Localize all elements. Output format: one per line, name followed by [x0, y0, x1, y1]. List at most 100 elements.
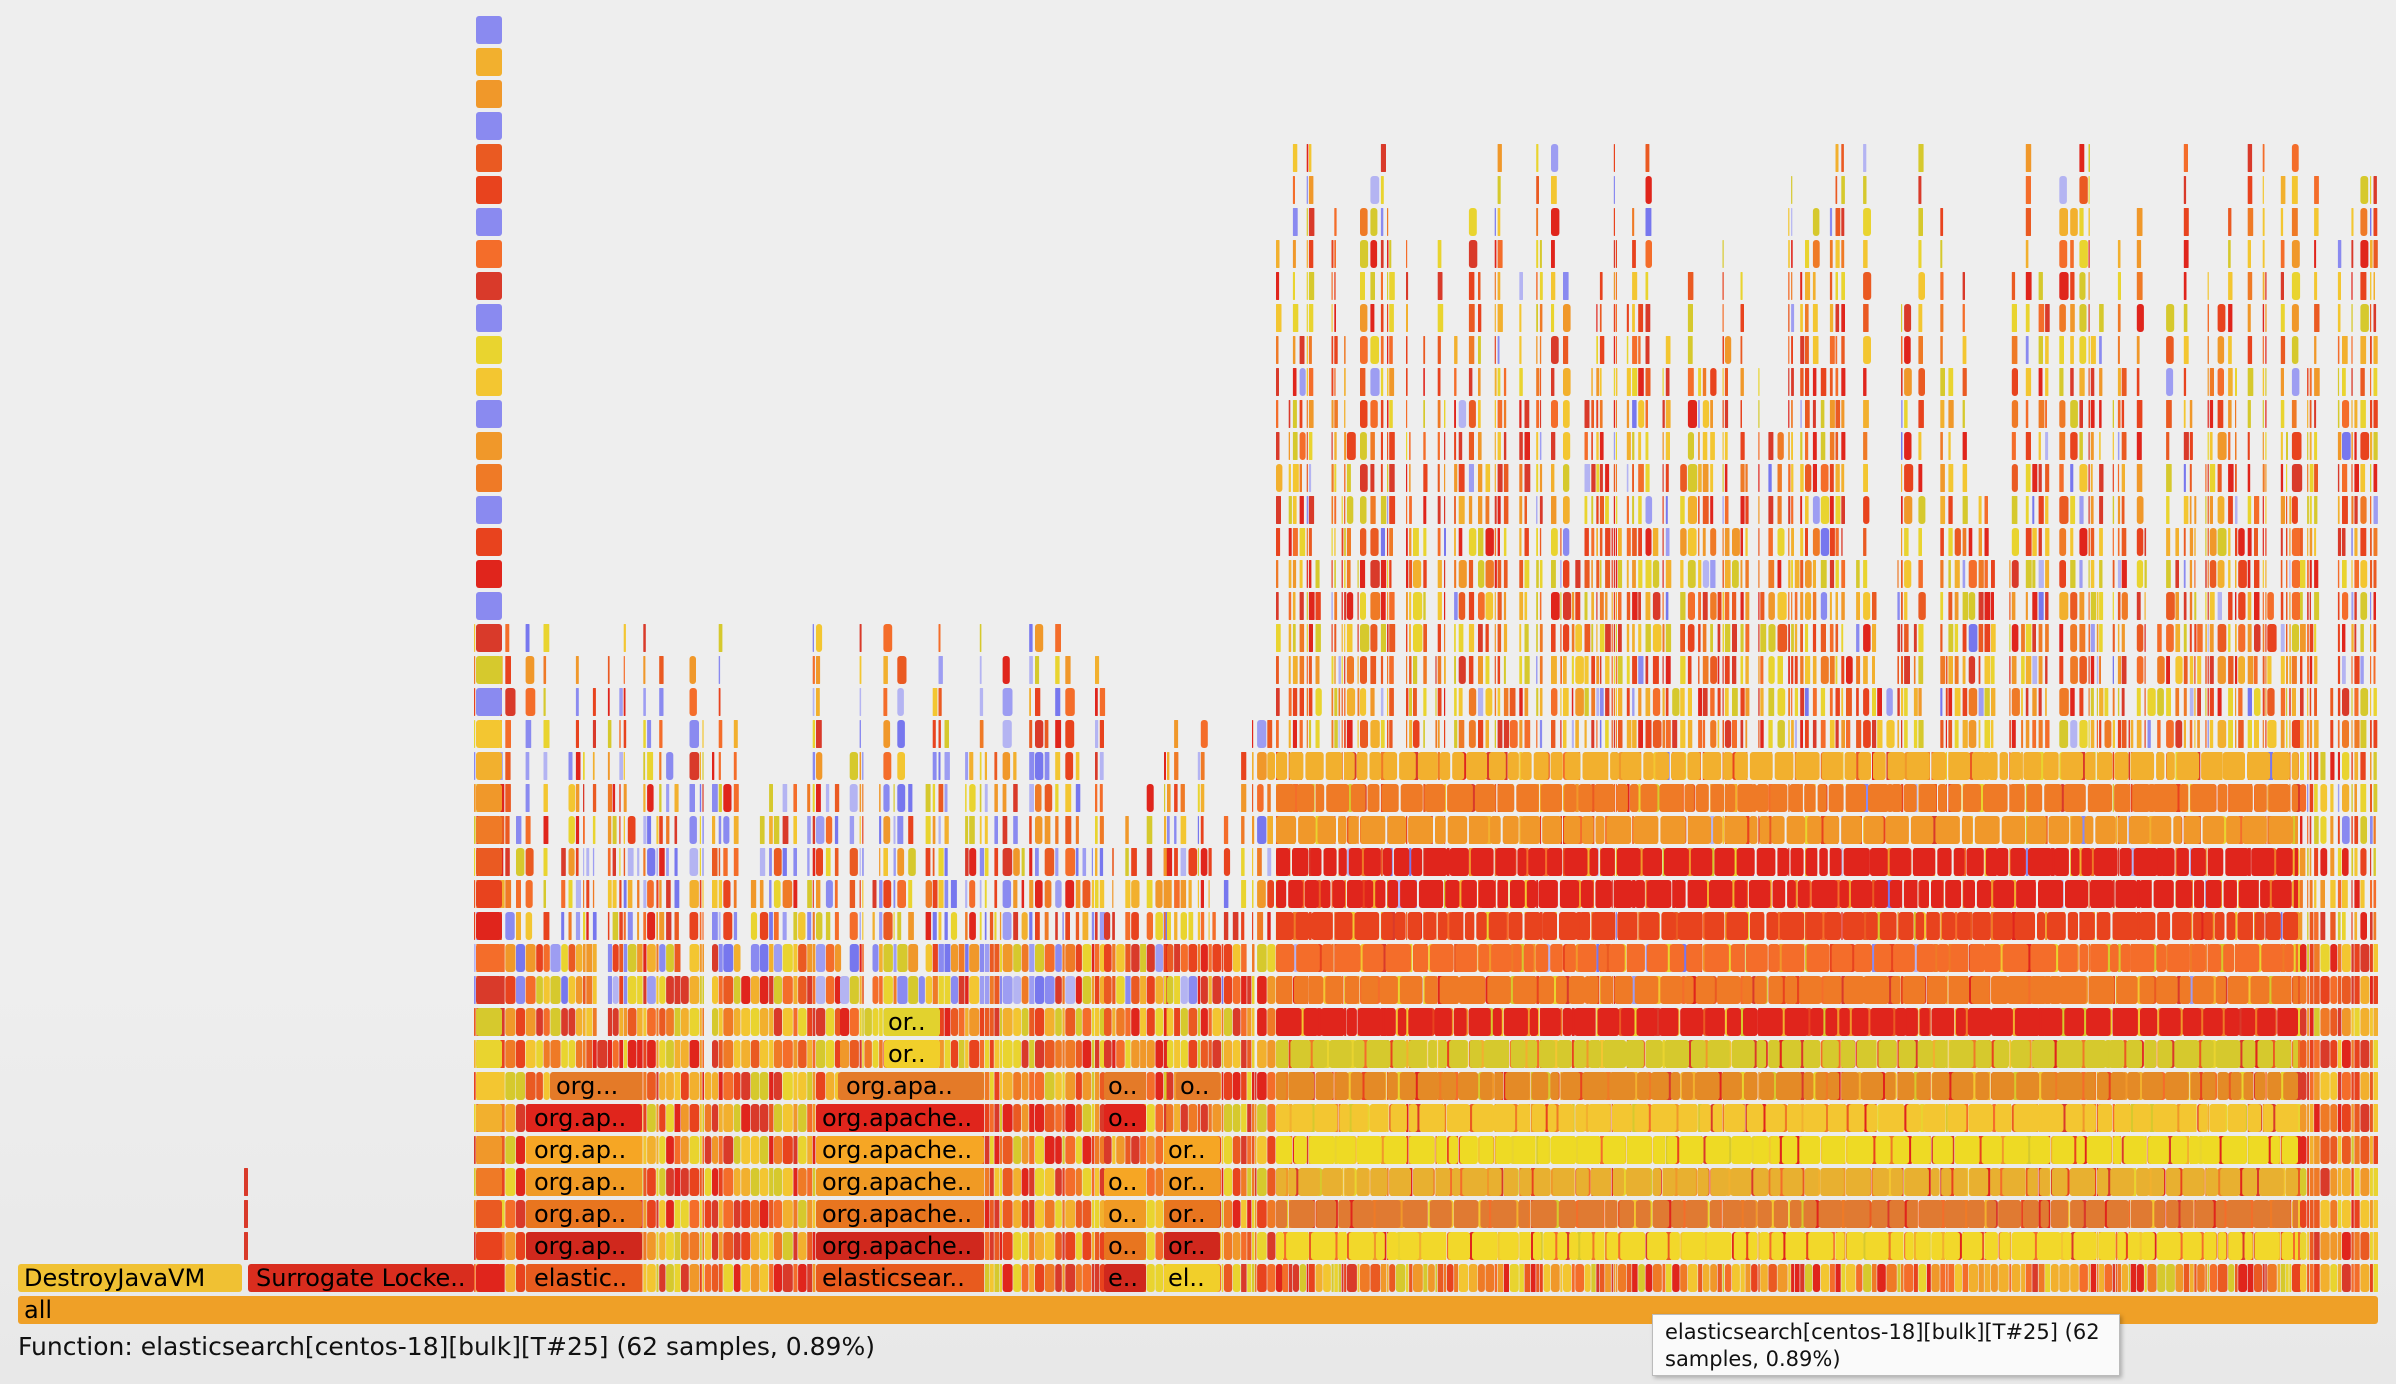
stack-frame[interactable]: [623, 656, 625, 684]
stack-frame[interactable]: [1002, 656, 1010, 684]
stack-frame[interactable]: [1200, 1040, 1208, 1068]
stack-frame[interactable]: [1409, 688, 1412, 716]
stack-frame[interactable]: [1698, 1264, 1703, 1292]
stack-frame[interactable]: [1615, 400, 1617, 428]
stack-frame[interactable]: [1478, 496, 1483, 524]
stack-frame[interactable]: [712, 1040, 719, 1068]
stack-frame[interactable]: [623, 912, 626, 940]
stack-frame[interactable]: [1174, 720, 1179, 748]
stack-frame[interactable]: [897, 656, 907, 684]
stack-frame[interactable]: [1437, 688, 1442, 716]
stack-frame[interactable]: [1454, 528, 1456, 556]
stack-frame[interactable]: [1444, 656, 1446, 684]
stack-frame[interactable]: [1223, 1104, 1233, 1132]
stack-frame[interactable]: [1717, 688, 1721, 716]
stack-frame[interactable]: [543, 784, 548, 812]
stack-frame[interactable]: [1596, 432, 1599, 460]
stack-frame[interactable]: [1613, 496, 1615, 524]
stack-frame[interactable]: [750, 1008, 760, 1036]
stack-frame[interactable]: [1013, 1264, 1021, 1292]
stack-frame[interactable]: [1444, 688, 1446, 716]
stack-frame[interactable]: [908, 912, 914, 940]
stack-frame[interactable]: [643, 1264, 647, 1292]
stack-frame[interactable]: [750, 1232, 760, 1260]
stack-frame[interactable]: [1626, 336, 1629, 364]
stack-frame[interactable]: [1812, 304, 1818, 332]
stack-frame[interactable]: [623, 816, 625, 844]
stack-frame[interactable]: [994, 1200, 1000, 1228]
stack-frame[interactable]: [1075, 816, 1079, 844]
stack-frame[interactable]: [1423, 1264, 1428, 1292]
stack-frame[interactable]: [723, 1264, 734, 1292]
stack-frame[interactable]: [1768, 720, 1773, 748]
stack-frame[interactable]: [1835, 176, 1838, 204]
stack-frame[interactable]: [1665, 528, 1670, 556]
stack-frame[interactable]: [1044, 912, 1049, 940]
stack-frame[interactable]: [1454, 432, 1457, 460]
stack-frame[interactable]: [908, 944, 919, 972]
stack-frame[interactable]: [1618, 592, 1622, 620]
stack-frame[interactable]: [1468, 240, 1478, 268]
stack-frame[interactable]: [1575, 688, 1584, 716]
stack-frame[interactable]: [712, 752, 715, 780]
stack-frame[interactable]: [1662, 464, 1664, 492]
stack-frame[interactable]: [1940, 1264, 1946, 1292]
stack-frame[interactable]: [1276, 1264, 1283, 1292]
stack-frame[interactable]: [932, 944, 938, 972]
stack-frame[interactable]: [1146, 1040, 1155, 1068]
stack-frame[interactable]: [627, 912, 633, 940]
stack-frame[interactable]: [908, 784, 913, 812]
stack-frame[interactable]: [1091, 912, 1095, 940]
stack-frame[interactable]: [1626, 304, 1629, 332]
stack-frame[interactable]: [1413, 528, 1419, 556]
stack-frame[interactable]: [1519, 528, 1522, 556]
stack-frame[interactable]: [1223, 912, 1229, 940]
stack-frame[interactable]: [550, 1040, 561, 1068]
stack-frame[interactable]: [1638, 592, 1641, 620]
stack-frame[interactable]: [798, 912, 806, 940]
stack-frame[interactable]: [712, 944, 719, 972]
stack-frame[interactable]: [1599, 528, 1603, 556]
stack-frame[interactable]: [1360, 400, 1368, 428]
stack-frame[interactable]: [1662, 624, 1665, 652]
stack-frame[interactable]: [1062, 1040, 1065, 1068]
stack-frame[interactable]: [1002, 880, 1012, 908]
stack-frame[interactable]: [1519, 336, 1522, 364]
stack-frame[interactable]: [656, 976, 659, 1004]
stack-frame[interactable]: [1095, 976, 1100, 1004]
stack-frame[interactable]: [1740, 1264, 1745, 1292]
stack-frame[interactable]: [1904, 1264, 1914, 1292]
stack-frame[interactable]: [1812, 272, 1816, 300]
stack-frame[interactable]: [1551, 176, 1557, 204]
stack-frame[interactable]: [536, 1072, 543, 1100]
stack-frame[interactable]: [1563, 528, 1570, 556]
stack-frame[interactable]: [1615, 528, 1617, 556]
stack-frame[interactable]: [1841, 304, 1845, 332]
stack-frame[interactable]: [979, 944, 985, 972]
stack-frame[interactable]: [944, 784, 948, 812]
stack-frame[interactable]: [575, 656, 579, 684]
stack-frame[interactable]: [1918, 688, 1922, 716]
stack-frame[interactable]: [1571, 1264, 1575, 1292]
stack-frame[interactable]: [1551, 720, 1556, 748]
stack-frame[interactable]: [1758, 816, 1760, 844]
stack-frame[interactable]: [1458, 560, 1467, 588]
stack-frame[interactable]: [1146, 1232, 1155, 1260]
stack-frame[interactable]: [1257, 1168, 1267, 1196]
stack-frame[interactable]: [812, 1104, 816, 1132]
stack-frame[interactable]: [1732, 560, 1739, 588]
stack-frame[interactable]: [1717, 720, 1720, 748]
stack-frame[interactable]: [1082, 1040, 1092, 1068]
stack-frame[interactable]: [1503, 464, 1509, 492]
stack-frame[interactable]: [938, 752, 941, 780]
stack-frame[interactable]: [525, 784, 530, 812]
stack-frame[interactable]: [1626, 688, 1630, 716]
stack-frame[interactable]: [1146, 1072, 1155, 1100]
stack-frame[interactable]: [1478, 528, 1484, 556]
stack-frame[interactable]: [1306, 240, 1308, 268]
stack-frame[interactable]: [1331, 592, 1333, 620]
stack-frame[interactable]: [1665, 1264, 1672, 1292]
stack-frame[interactable]: [1791, 432, 1793, 460]
stack-frame[interactable]: [1584, 592, 1588, 620]
stack-frame[interactable]: [1029, 784, 1034, 812]
